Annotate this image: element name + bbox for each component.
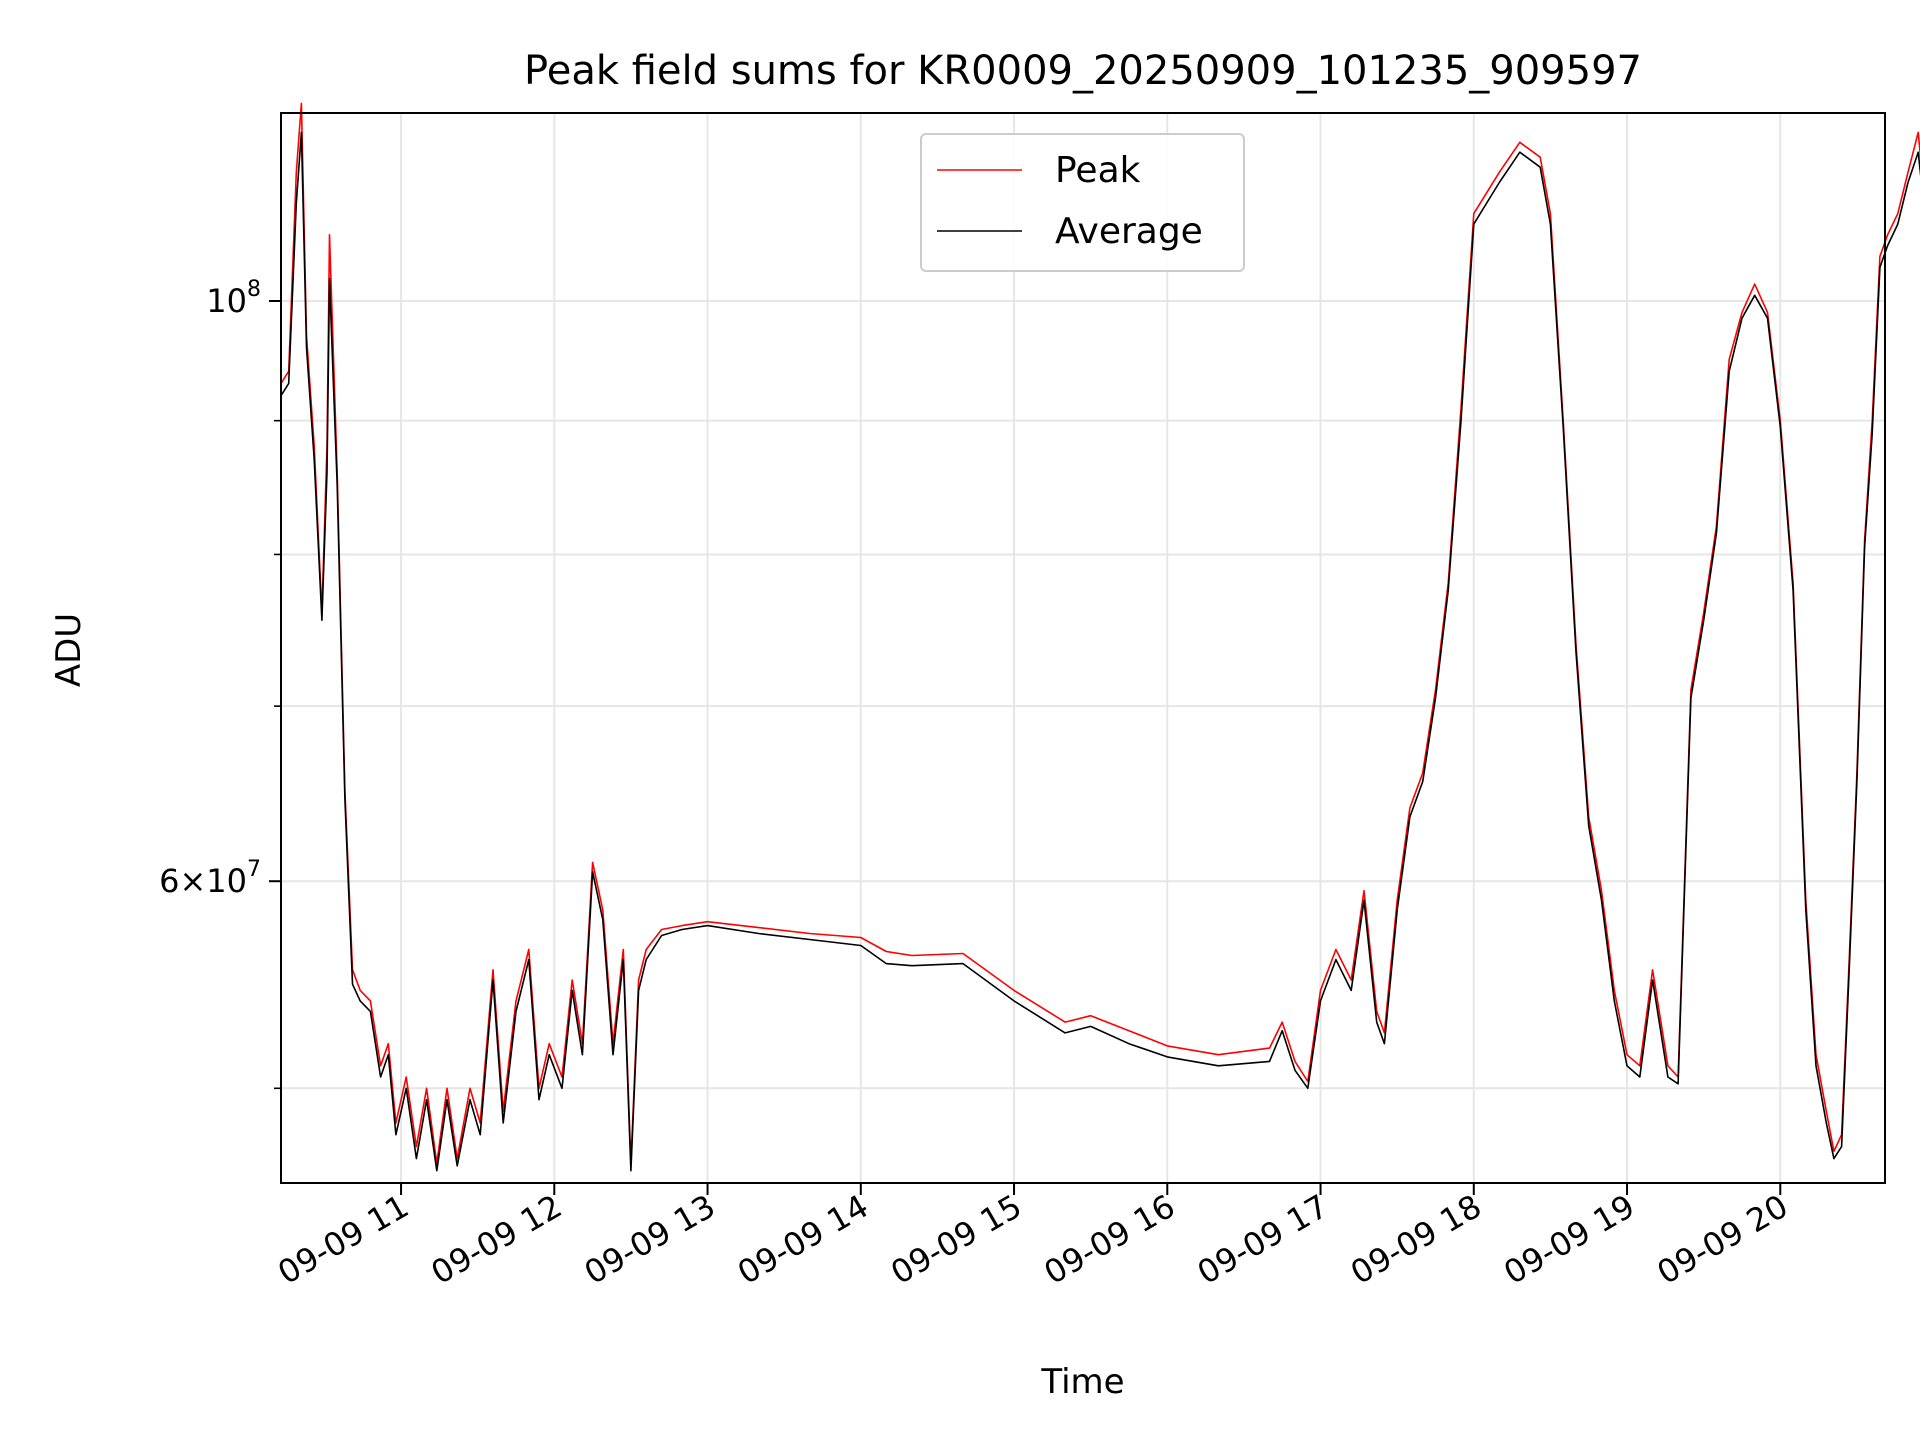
- series-layer: [280, 102, 1920, 1172]
- series-line-peak: [280, 102, 1920, 1165]
- y-axis-label: ADU: [49, 613, 89, 687]
- legend-label-average: Average: [1055, 211, 1203, 252]
- x-axis-label: Time: [1040, 1362, 1124, 1402]
- legend-box: [920, 133, 1245, 272]
- legend-label-peak: Peak: [1055, 150, 1141, 191]
- series-line-average: [280, 131, 1920, 1172]
- grid-layer: [281, 113, 1885, 1183]
- plot-frame: [280, 112, 1886, 1184]
- chart-title: Peak field sums for KR0009_20250909_1012…: [524, 48, 1642, 94]
- y-tick-label: 108: [206, 277, 261, 320]
- legend: Peak Average: [920, 133, 1245, 272]
- y-tick-label: 6×107: [159, 857, 261, 900]
